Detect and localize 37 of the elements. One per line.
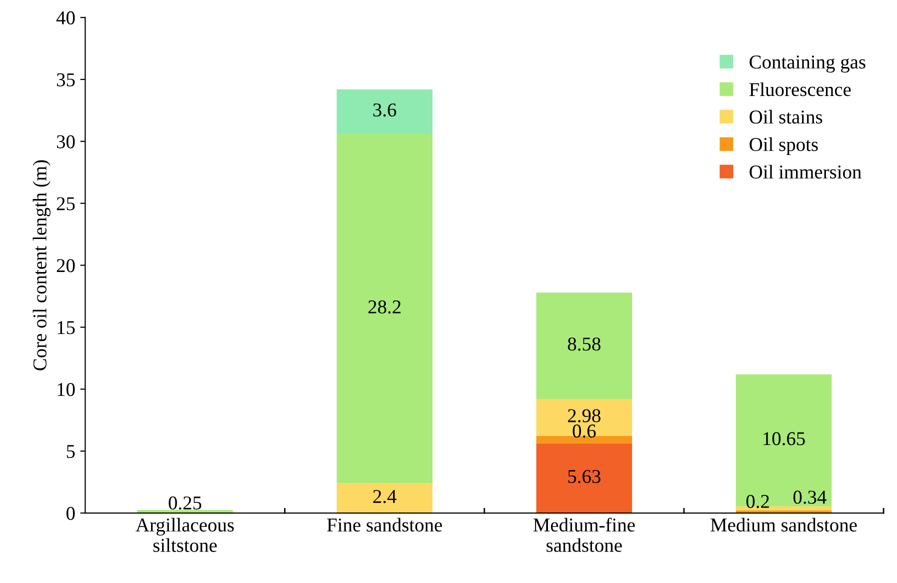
- data-label: 2.4: [373, 490, 396, 504]
- data-label: 28.2: [368, 300, 401, 314]
- legend-label: Oil spots: [750, 137, 818, 156]
- x-tick-label: Argillaceous siltstone: [136, 518, 234, 552]
- y-tick-label: 15: [58, 321, 75, 334]
- x-tick-label: Fine sandstone: [327, 518, 442, 532]
- y-tick-label: 0: [66, 506, 75, 520]
- data-label: 0.25: [168, 496, 202, 510]
- bar: [536, 398, 632, 436]
- y-tick-label: 5: [66, 445, 75, 458]
- legend-label: Oil stains: [750, 110, 822, 124]
- data-label: 8.58: [568, 338, 600, 351]
- y-tick-label: 30: [56, 135, 75, 148]
- y-tick-label: 20: [56, 259, 75, 272]
- x-tick-label: Medium-fine sandstone: [533, 518, 635, 552]
- bar: [336, 134, 432, 484]
- data-label: 3.6: [373, 103, 396, 117]
- y-tick-label: 25: [56, 197, 75, 210]
- bar: [336, 483, 432, 514]
- data-label: 0.2: [746, 494, 769, 508]
- x-tick-label: Medium sandstone: [710, 518, 857, 532]
- bar: [536, 292, 632, 399]
- legend-label: Containing gas: [750, 56, 866, 73]
- data-label: 0.34: [793, 490, 826, 504]
- data-label: 10.65: [764, 432, 805, 446]
- data-label: 5.63: [568, 470, 600, 484]
- data-label: 2.98: [568, 409, 600, 422]
- legend-label: Fluorescence: [749, 82, 851, 96]
- bar: [336, 89, 432, 134]
- y-tick-label: 10: [58, 382, 75, 396]
- y-axis-title: Core oil content length (m): [32, 160, 50, 370]
- data-label: 0.6: [572, 424, 596, 438]
- y-tick-label: 35: [56, 73, 75, 86]
- y-tick-label: 40: [56, 11, 75, 24]
- bar: [536, 443, 632, 514]
- legend-label: Oil immersion: [750, 164, 862, 179]
- bar: [736, 374, 832, 506]
